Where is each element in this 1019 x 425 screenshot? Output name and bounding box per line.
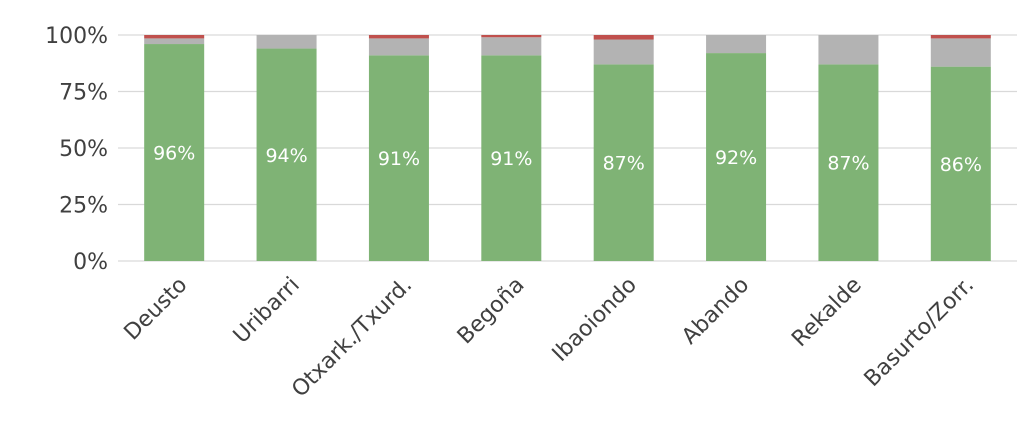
data-label: 87%	[827, 153, 869, 175]
y-tick-label: 100%	[45, 24, 108, 49]
bar-segment	[593, 64, 654, 261]
gridlines	[118, 34, 1017, 262]
data-label: 94%	[265, 145, 307, 167]
data-label: 91%	[490, 148, 532, 170]
bars	[144, 35, 991, 262]
bar-segment	[144, 38, 205, 45]
y-tick-label: 50%	[59, 137, 108, 162]
data-label: 87%	[603, 153, 645, 175]
bar-segment	[818, 64, 879, 261]
bar-segment	[144, 44, 205, 261]
x-category-label: Uribarri	[229, 273, 305, 349]
x-category-label: Ibaoiondo	[548, 273, 642, 367]
x-category-label: Rekalde	[787, 273, 866, 352]
data-label: 96%	[153, 143, 195, 165]
bar-segment	[818, 35, 879, 65]
bar-segment	[144, 35, 205, 39]
bar-segment	[593, 35, 654, 40]
y-tick-label: 25%	[59, 194, 108, 219]
y-tick-label: 75%	[59, 81, 108, 106]
x-category-label: Basurto/Zorr.	[860, 273, 979, 392]
bar-segment	[368, 38, 429, 56]
x-category-label: Abando	[677, 273, 754, 350]
bar-segment	[706, 53, 767, 261]
x-category-label: Begoña	[453, 273, 530, 350]
bar-segment	[930, 66, 991, 261]
bar-segment	[368, 55, 429, 262]
data-label: 86%	[940, 154, 982, 176]
bar-segment	[481, 55, 542, 262]
bar-segment	[706, 35, 767, 54]
data-label: 91%	[378, 148, 420, 170]
x-category-label: Deusto	[120, 273, 193, 346]
bar-segment	[481, 37, 542, 56]
data-label: 92%	[715, 147, 757, 169]
bar-segment	[930, 35, 991, 39]
bar-segment	[256, 35, 317, 49]
bar-segment	[593, 39, 654, 65]
data-labels: 96% 94% 91% 91% 87% 92% 87% 86%	[153, 143, 982, 176]
bar-segment	[930, 38, 991, 67]
bar-segment	[481, 35, 542, 38]
y-axis-tick-labels: 0% 25% 50% 75% 100%	[45, 24, 108, 275]
bar-segment	[256, 48, 317, 262]
bar-segment	[368, 35, 429, 39]
x-category-label: Otxark./Txurd.	[287, 273, 417, 403]
y-tick-label: 0%	[73, 250, 108, 275]
